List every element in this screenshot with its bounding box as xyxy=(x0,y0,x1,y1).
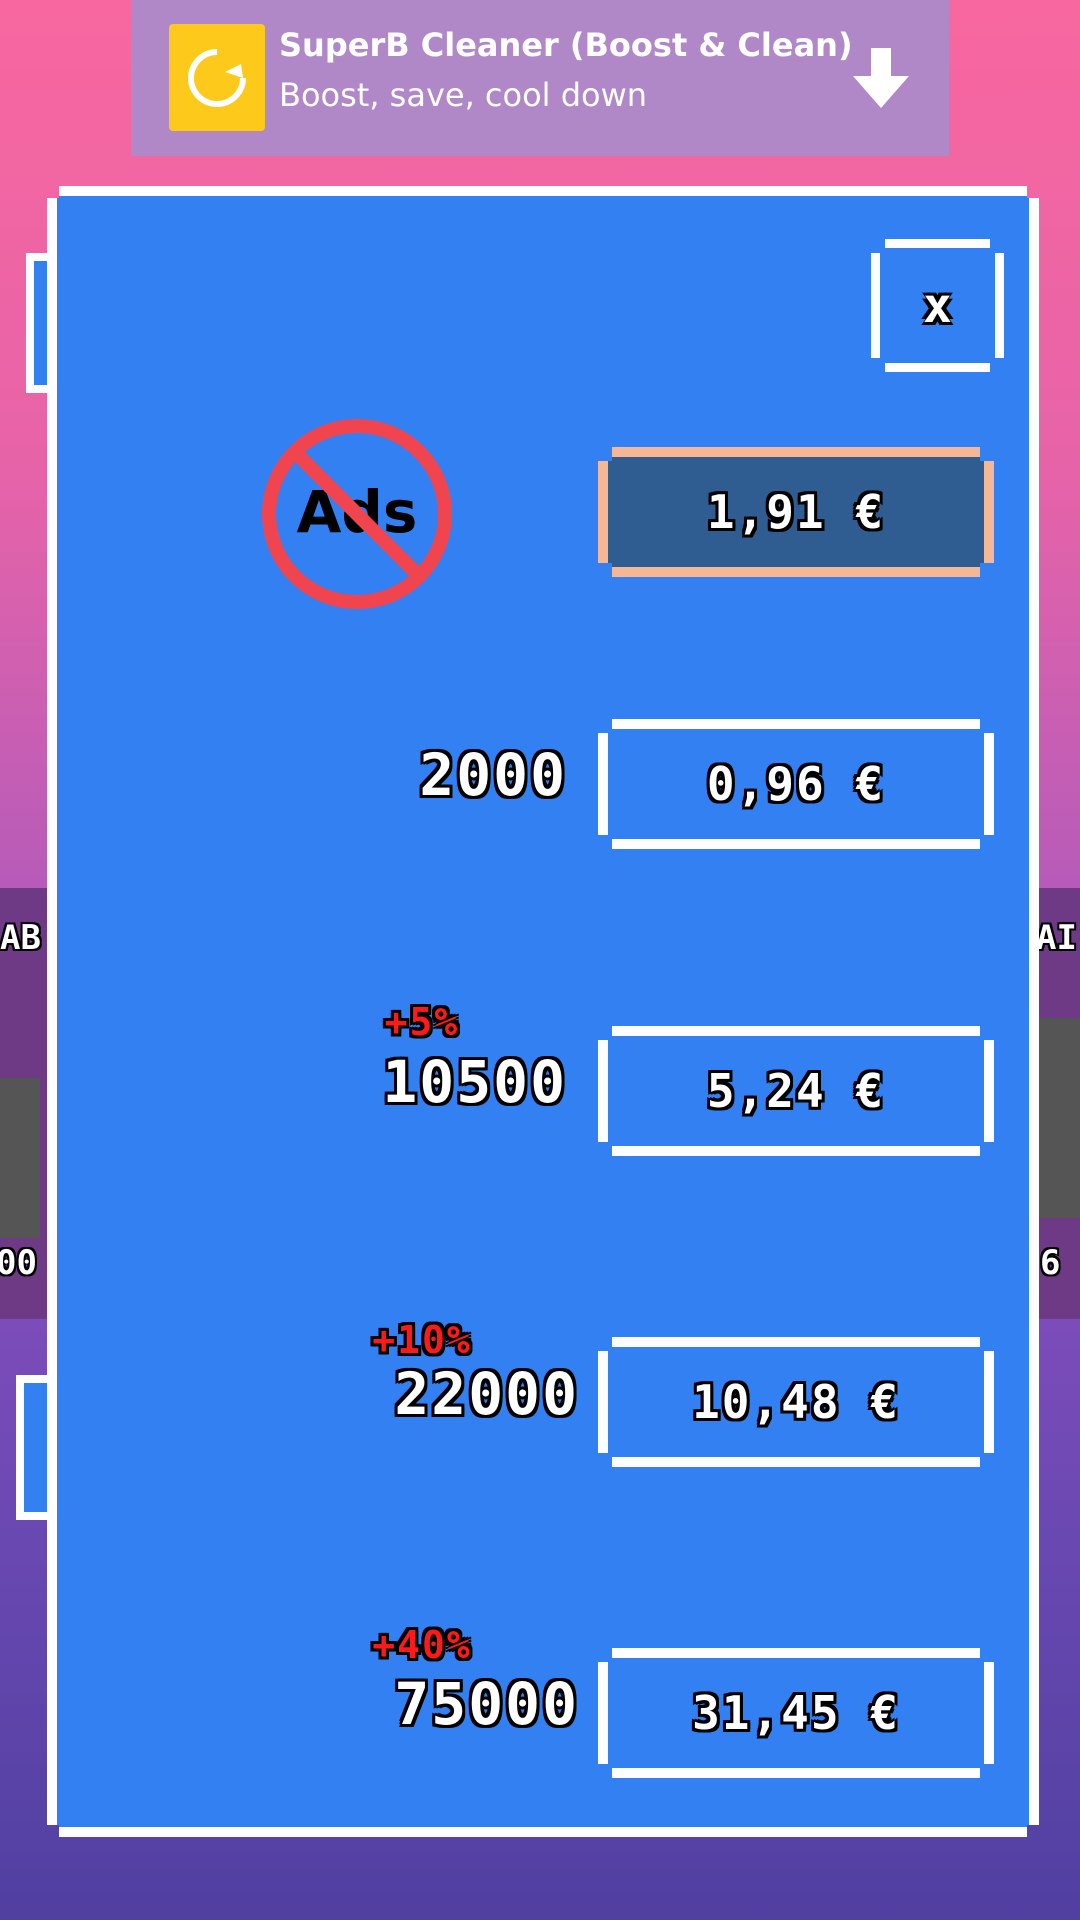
pack-bonus: +10% xyxy=(372,1318,472,1362)
buy-pack-10500-button[interactable]: 5,24 € xyxy=(598,1026,994,1156)
pack-bonus: +5% xyxy=(384,1000,460,1044)
ad-banner[interactable]: SuperB Cleaner (Boost & Clean) Boost, sa… xyxy=(131,0,949,156)
buy-pack-22000-button[interactable]: 10,48 € xyxy=(598,1337,994,1467)
price-label: 5,24 € xyxy=(706,1064,886,1118)
background-card-left: AB 00 xyxy=(0,888,50,1319)
price-label: 0,96 € xyxy=(706,757,886,811)
pack-amount: 2000 xyxy=(419,741,567,809)
ad-title: SuperB Cleaner (Boost & Clean) xyxy=(279,26,853,64)
card-label: AB xyxy=(0,918,41,958)
buy-pack-75000-button[interactable]: 31,45 € xyxy=(598,1648,994,1778)
pack-amount: 75000 xyxy=(394,1670,579,1738)
card-value: 6 xyxy=(1040,1243,1061,1283)
character-silhouette xyxy=(0,1078,40,1238)
pack-bonus: +40% xyxy=(372,1623,472,1667)
download-arrow-icon[interactable] xyxy=(849,46,913,110)
pack-amount: 22000 xyxy=(394,1360,579,1428)
pack-amount: 10500 xyxy=(382,1048,567,1116)
price-label: 10,48 € xyxy=(692,1375,900,1429)
close-icon: x xyxy=(923,277,952,334)
shop-panel: x Ads 1,91 € 2000 0,96 € +5% 10500 5,24 … xyxy=(47,186,1039,1837)
card-value: 00 xyxy=(0,1243,37,1283)
price-label: 1,91 € xyxy=(706,485,886,539)
ad-subtitle: Boost, save, cool down xyxy=(279,76,648,114)
cleaner-app-icon xyxy=(169,24,265,131)
no-ads-icon: Ads xyxy=(257,414,457,614)
buy-no-ads-button[interactable]: 1,91 € xyxy=(598,447,994,577)
character-silhouette xyxy=(1038,1018,1080,1218)
price-label: 31,45 € xyxy=(692,1686,900,1740)
close-button[interactable]: x xyxy=(871,239,1004,372)
card-label: AI xyxy=(1036,918,1077,958)
buy-pack-2000-button[interactable]: 0,96 € xyxy=(598,719,994,849)
